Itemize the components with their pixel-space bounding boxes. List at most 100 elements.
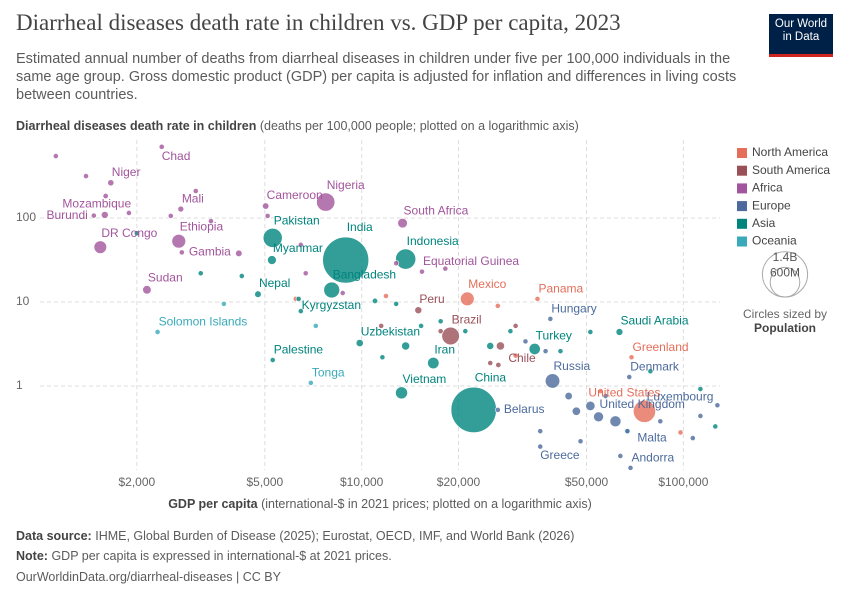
data-point <box>437 328 444 335</box>
footer-url[interactable]: OurWorldinData.org/diarrheal-diseases | … <box>16 570 281 584</box>
point-label: Ethiopia <box>180 219 224 233</box>
data-point <box>537 428 544 435</box>
point-label: Russia <box>554 359 591 373</box>
point-label: Turkey <box>536 329 572 343</box>
data-point <box>507 328 514 335</box>
data-point <box>133 230 140 237</box>
footer-source: Data source: IHME, Global Burden of Dise… <box>16 529 574 543</box>
legend-label: North America <box>752 145 828 159</box>
legend-label: Europe <box>752 198 791 212</box>
data-point <box>262 202 270 210</box>
point-label: United States <box>588 385 660 399</box>
data-point <box>534 295 541 302</box>
point-label: Niger <box>112 165 141 179</box>
note-text: GDP per capita is expressed in internati… <box>51 549 392 563</box>
data-point <box>100 211 109 219</box>
point-label: Palestine <box>274 343 324 357</box>
legend-swatch <box>737 148 747 158</box>
point-label: Cameroon <box>267 188 323 202</box>
y-tick-label: 1 <box>16 378 23 392</box>
data-point <box>624 428 631 435</box>
chart-subtitle: Estimated annual number of deaths from d… <box>16 51 737 103</box>
point-label: Chile <box>508 351 536 365</box>
data-point <box>302 270 309 277</box>
point-label: United Kingdom <box>600 397 685 411</box>
size-legend-label: 600M <box>770 266 800 280</box>
data-point <box>254 290 262 298</box>
point-label: Luxembourg <box>647 389 714 403</box>
data-point <box>486 342 495 350</box>
logo[interactable]: Our World in Data <box>769 14 833 57</box>
x-tick-label: $20,000 <box>437 475 481 489</box>
data-point <box>627 464 634 471</box>
point-label: Greenland <box>633 340 689 354</box>
data-point <box>585 400 596 411</box>
data-point <box>102 193 109 200</box>
x-axis-title: GDP per capita (international-$ in 2021 … <box>0 497 760 511</box>
point-label: Greece <box>540 448 580 462</box>
point-label: Denmark <box>630 360 680 374</box>
data-point <box>617 453 624 459</box>
source-label: Data source: <box>16 529 92 543</box>
data-point <box>395 248 417 270</box>
data-point <box>397 218 408 229</box>
data-point <box>557 348 564 355</box>
point-label: Chad <box>162 149 191 163</box>
data-point <box>419 268 425 275</box>
data-point <box>83 173 89 179</box>
footer-note: Note: GDP per capita is expressed in int… <box>16 549 392 563</box>
data-point <box>544 373 561 389</box>
data-point <box>677 429 684 436</box>
data-point <box>487 360 494 366</box>
data-point <box>494 302 501 309</box>
x-tick-label: $5,000 <box>246 475 283 489</box>
legend-swatch <box>737 201 747 212</box>
point-label: Saudi Arabia <box>620 314 688 328</box>
legend-label: Asia <box>752 216 776 230</box>
point-label: Mali <box>182 191 204 205</box>
data-point <box>712 423 719 430</box>
y-tick-label: 100 <box>16 210 36 224</box>
data-point <box>158 143 165 150</box>
data-point <box>577 438 584 445</box>
data-point <box>379 354 386 361</box>
data-point <box>221 301 227 307</box>
note-label: Note: <box>16 549 48 563</box>
data-point <box>178 249 185 256</box>
data-point <box>496 341 505 351</box>
size-legend-variable: Population <box>754 321 816 335</box>
x-tick-label: $10,000 <box>340 475 384 489</box>
data-point <box>512 322 519 329</box>
point-label: South Africa <box>404 203 469 217</box>
legend-swatch <box>737 183 747 194</box>
data-point <box>401 341 411 351</box>
point-label: Panama <box>538 281 583 295</box>
point-label: Bangladesh <box>333 267 396 281</box>
source-text: IHME, Global Burden of Disease (2025); E… <box>95 529 575 543</box>
size-legend-circle <box>769 266 801 298</box>
data-point <box>154 329 161 335</box>
data-point <box>697 386 704 392</box>
data-point <box>427 356 440 370</box>
data-point <box>542 348 549 355</box>
data-point <box>462 328 469 335</box>
data-point <box>208 218 214 224</box>
data-point <box>571 406 581 416</box>
data-point <box>322 236 370 284</box>
x-axis-title-note: (international-$ in 2021 prices; plotted… <box>261 497 592 511</box>
y-axis-title-main: Diarrheal diseases death rate in childre… <box>16 119 257 133</box>
data-point <box>107 179 115 187</box>
data-point <box>323 281 340 299</box>
data-point <box>197 270 204 277</box>
point-label: Mexico <box>468 277 506 291</box>
x-tick-label: $100,000 <box>658 475 708 489</box>
data-point <box>633 399 656 423</box>
data-point <box>52 153 59 159</box>
point-label: Brazil <box>452 312 482 326</box>
data-point <box>647 368 654 375</box>
data-point <box>171 234 186 249</box>
point-label: Gambia <box>189 245 231 259</box>
data-point <box>383 293 389 299</box>
data-point <box>547 315 554 322</box>
